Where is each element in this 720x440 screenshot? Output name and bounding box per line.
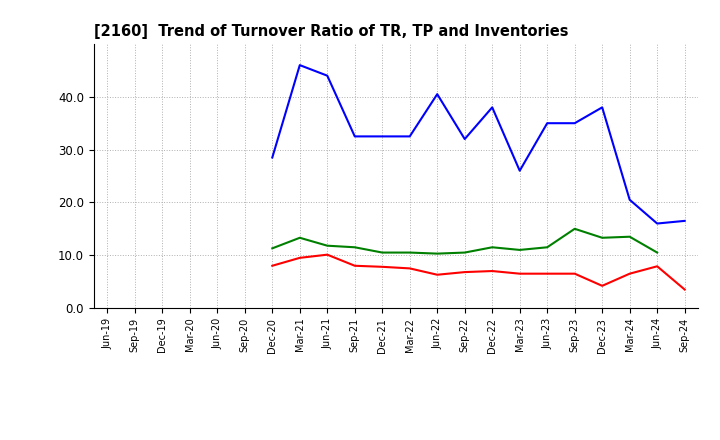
Trade Payables bbox=[323, 73, 332, 78]
Text: [2160]  Trend of Turnover Ratio of TR, TP and Inventories: [2160] Trend of Turnover Ratio of TR, TP… bbox=[94, 24, 568, 39]
Line: Trade Payables: Trade Payables bbox=[272, 65, 685, 224]
Trade Payables bbox=[653, 221, 662, 226]
Trade Payables bbox=[433, 92, 441, 97]
Trade Payables bbox=[543, 121, 552, 126]
Trade Receivables bbox=[351, 263, 359, 268]
Inventories bbox=[433, 251, 441, 256]
Trade Payables bbox=[295, 62, 304, 68]
Inventories bbox=[351, 245, 359, 250]
Inventories bbox=[295, 235, 304, 240]
Inventories bbox=[460, 250, 469, 255]
Trade Payables bbox=[570, 121, 579, 126]
Trade Payables bbox=[351, 134, 359, 139]
Trade Receivables bbox=[405, 266, 414, 271]
Inventories bbox=[268, 246, 276, 251]
Trade Payables bbox=[405, 134, 414, 139]
Trade Receivables bbox=[516, 271, 524, 276]
Trade Receivables bbox=[488, 268, 497, 274]
Inventories bbox=[405, 250, 414, 255]
Trade Payables bbox=[680, 218, 689, 224]
Trade Receivables bbox=[460, 269, 469, 275]
Trade Receivables bbox=[268, 263, 276, 268]
Trade Payables bbox=[598, 105, 606, 110]
Trade Receivables bbox=[323, 252, 332, 257]
Trade Payables bbox=[626, 197, 634, 202]
Inventories bbox=[488, 245, 497, 250]
Inventories bbox=[598, 235, 606, 240]
Inventories bbox=[516, 247, 524, 253]
Trade Receivables bbox=[598, 283, 606, 289]
Line: Trade Receivables: Trade Receivables bbox=[272, 255, 685, 290]
Inventories bbox=[323, 243, 332, 248]
Inventories bbox=[626, 234, 634, 239]
Trade Receivables bbox=[626, 271, 634, 276]
Trade Payables bbox=[268, 155, 276, 160]
Trade Receivables bbox=[378, 264, 387, 269]
Inventories bbox=[653, 250, 662, 255]
Trade Receivables bbox=[433, 272, 441, 277]
Trade Receivables bbox=[653, 264, 662, 269]
Trade Receivables bbox=[543, 271, 552, 276]
Line: Inventories: Inventories bbox=[272, 229, 657, 253]
Trade Receivables bbox=[570, 271, 579, 276]
Trade Payables bbox=[516, 168, 524, 173]
Inventories bbox=[378, 250, 387, 255]
Trade Payables bbox=[460, 136, 469, 142]
Trade Payables bbox=[378, 134, 387, 139]
Inventories bbox=[570, 226, 579, 231]
Trade Receivables bbox=[295, 255, 304, 260]
Inventories bbox=[543, 245, 552, 250]
Trade Payables bbox=[488, 105, 497, 110]
Trade Receivables bbox=[680, 287, 689, 292]
